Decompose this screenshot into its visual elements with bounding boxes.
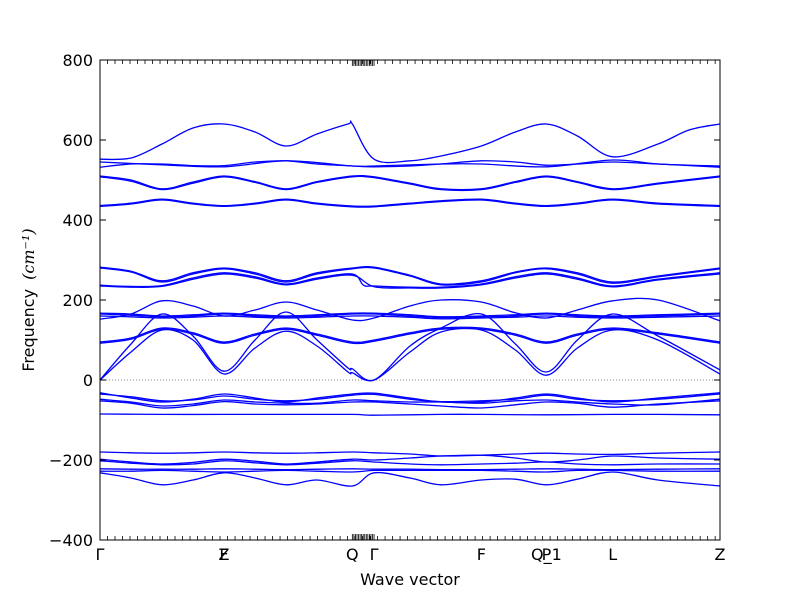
plot-area [100, 60, 720, 540]
plot-background [100, 60, 720, 540]
y-axis-label-text: Frequency [19, 289, 38, 372]
x-tick-label: L [608, 545, 617, 564]
band-line-11 [99, 312, 721, 318]
y-axis-label-unit: (cm⁻¹) [19, 228, 38, 279]
axis-border [99, 59, 721, 541]
band-line-21 [99, 398, 721, 407]
y-tick-label: 0 [83, 371, 93, 390]
band-line-28 [99, 469, 721, 473]
y-tick-label: −200 [49, 451, 93, 470]
band-line-26 [99, 460, 721, 466]
band-line-23 [99, 413, 721, 416]
band-line-15 [99, 326, 721, 343]
series-layer [99, 120, 721, 487]
band-line-1 [99, 159, 721, 168]
band-line-10 [99, 273, 721, 289]
band-line-20 [99, 393, 721, 403]
x-tick-label: P [542, 545, 552, 564]
band-line-29 [99, 471, 721, 487]
band-line-2 [99, 160, 721, 168]
x-axis-label: Wave vector [360, 570, 460, 589]
y-tick-label: 200 [62, 291, 93, 310]
band-line-9 [99, 272, 721, 289]
band-line-7 [99, 266, 721, 285]
band-line-22 [99, 400, 721, 409]
x-axis-ticks: Γ ZF Q Γ F PQ_1 L Z [96, 60, 726, 565]
y-tick-label: −400 [49, 531, 93, 550]
x-tick-label: F [219, 545, 228, 564]
band-line-19 [99, 392, 721, 404]
band-line-25 [99, 454, 721, 465]
band-line-0 [99, 120, 721, 164]
y-tick-label: 600 [62, 131, 93, 150]
y-axis-ticks: −400 −200 0 200 400 600 800 [49, 51, 720, 550]
axes-frame [99, 59, 721, 541]
y-tick-label: 800 [62, 51, 93, 70]
band-line-16 [99, 327, 721, 345]
x-tick-label: Z [219, 545, 230, 564]
band-line-18 [99, 327, 721, 382]
band-line-5 [99, 198, 721, 208]
x-tick-label: Γ [370, 545, 379, 564]
band-line-27 [99, 468, 721, 471]
x-tick-label: F [477, 545, 486, 564]
x-tick-label: Z [715, 545, 726, 564]
band-line-14 [99, 297, 721, 322]
x-tick-label: Q_1 [531, 545, 562, 565]
band-line-3 [99, 174, 721, 191]
y-tick-label: 400 [62, 211, 93, 230]
band-line-6 [99, 199, 721, 208]
band-line-13 [99, 315, 721, 320]
x-tick-label: Q [346, 545, 359, 564]
band-line-24 [99, 451, 721, 457]
x-tick-label: Γ [96, 545, 105, 564]
band-line-4 [99, 175, 721, 192]
y-axis-label: Frequency (cm⁻¹) [19, 228, 38, 371]
band-line-17 [99, 311, 721, 382]
band-line-8 [99, 266, 721, 286]
band-line-12 [99, 313, 721, 319]
